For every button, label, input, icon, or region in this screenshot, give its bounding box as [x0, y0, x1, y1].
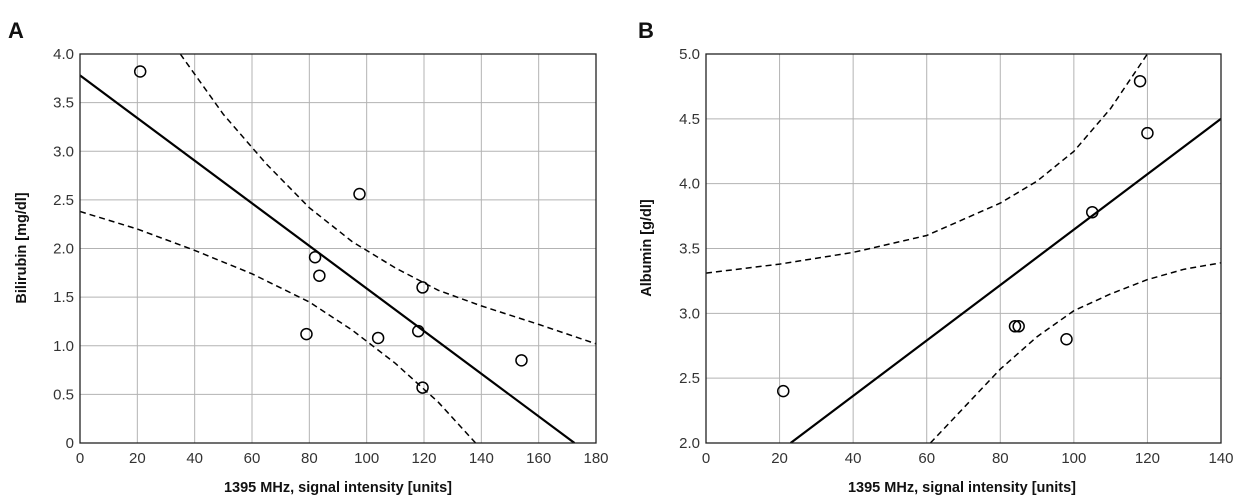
panel-a-chart: A 1395 MHz, signal intensity [units] Bil… — [8, 18, 609, 496]
y-tick-label: 3.0 — [679, 305, 700, 322]
y-tick-label: 2.5 — [679, 370, 700, 387]
y-tick-label: 4.5 — [679, 111, 700, 128]
panel-letter: B — [638, 18, 654, 43]
plot-frame — [705, 53, 1222, 444]
x-tick-label: 120 — [1135, 450, 1160, 467]
data-point — [313, 269, 326, 282]
data-point — [1008, 320, 1022, 333]
y-tick-label: 4.0 — [679, 176, 700, 193]
y-tick-label: 1.5 — [53, 289, 74, 306]
x-tick-label: 140 — [469, 450, 494, 467]
grid — [79, 53, 597, 444]
x-tick-label: 0 — [702, 450, 710, 467]
data-point — [416, 281, 429, 294]
data-point — [777, 384, 790, 398]
plot-frame — [79, 53, 597, 444]
x-axis-label: 1395 MHz, signal intensity [units] — [224, 480, 452, 496]
x-tick-label: 60 — [918, 450, 935, 467]
panel-b-chart: B 1395 MHz, signal intensity [units] Alb… — [638, 18, 1234, 496]
plot-area — [706, 54, 1221, 443]
data-point — [371, 331, 385, 345]
y-tick-label: 0.5 — [53, 386, 74, 403]
y-tick-label: 3.5 — [679, 241, 700, 258]
data-point — [412, 324, 425, 338]
x-tick-label: 0 — [76, 450, 84, 467]
y-tick-label: 1.0 — [53, 338, 74, 355]
x-tick-label: 120 — [411, 450, 436, 467]
x-axis-label: 1395 MHz, signal intensity [units] — [848, 480, 1076, 496]
data-point — [300, 327, 313, 341]
y-tick-label: 5.0 — [679, 46, 700, 63]
y-axis-label: Bilirubin [mg/dl] — [14, 192, 30, 303]
y-tick-label: 0 — [66, 435, 74, 452]
data-point — [308, 251, 322, 264]
x-tick-label: 80 — [301, 450, 318, 467]
data-point — [416, 381, 429, 394]
y-tick-label: 2.5 — [53, 192, 74, 209]
y-tick-label: 2.0 — [53, 241, 74, 258]
data-point — [1133, 74, 1147, 88]
x-tick-label: 80 — [992, 450, 1009, 467]
data-point — [133, 65, 147, 78]
data-point — [1012, 320, 1025, 333]
x-tick-label: 180 — [583, 450, 608, 467]
confidence-band-upper — [706, 54, 1149, 274]
x-tick-label: 40 — [186, 450, 203, 467]
regression-line — [80, 74, 576, 443]
x-tick-label: 140 — [1208, 450, 1233, 467]
data-point — [1086, 205, 1099, 219]
data-point — [353, 187, 366, 201]
x-tick-label: 20 — [771, 450, 788, 467]
x-tick-label: 100 — [1061, 450, 1086, 467]
x-tick-label: 160 — [526, 450, 551, 467]
confidence-band-upper — [179, 54, 596, 345]
x-tick-label: 60 — [244, 450, 261, 467]
data-point — [1141, 126, 1154, 140]
y-tick-label: 4.0 — [53, 46, 74, 63]
y-tick-label: 2.0 — [679, 435, 700, 452]
y-tick-label: 3.0 — [53, 143, 74, 160]
data-point — [1060, 333, 1073, 346]
plot-area — [80, 54, 596, 443]
x-tick-label: 20 — [129, 450, 146, 467]
panel-letter: A — [8, 18, 24, 43]
grid — [705, 53, 1222, 444]
data-point — [515, 354, 528, 367]
y-axis-label: Albumin [g/dl] — [639, 199, 655, 297]
confidence-band-lower — [80, 210, 477, 443]
x-tick-label: 100 — [354, 450, 379, 467]
y-tick-label: 3.5 — [53, 95, 74, 112]
regression-line — [789, 117, 1221, 443]
confidence-band-lower — [929, 262, 1221, 443]
x-tick-label: 40 — [845, 450, 862, 467]
